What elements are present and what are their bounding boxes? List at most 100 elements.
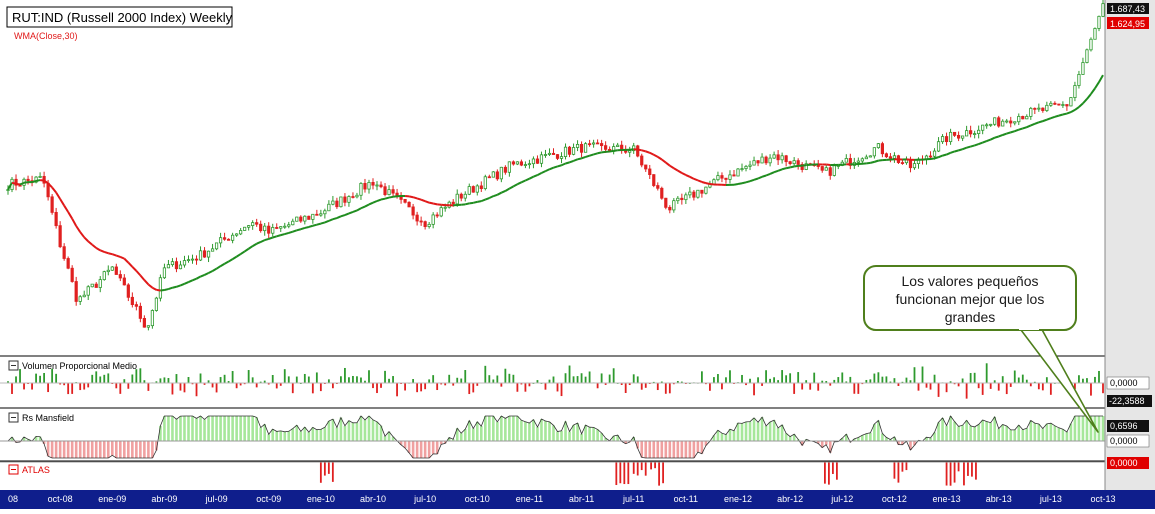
atlas-bar <box>963 462 965 485</box>
wma-segment <box>782 168 786 169</box>
candle-body <box>227 239 229 240</box>
volume-bar <box>232 371 234 383</box>
candle-body <box>408 202 410 207</box>
volume-bar <box>252 377 254 383</box>
candle-body <box>332 201 334 204</box>
wma-segment <box>549 168 553 170</box>
candle-body <box>135 305 137 307</box>
wma-segment <box>365 204 369 206</box>
wma-segment <box>674 168 678 170</box>
volume-bar <box>1002 376 1004 383</box>
volume-bar <box>946 383 948 392</box>
candle-body <box>183 261 185 265</box>
candle-body <box>717 176 719 180</box>
mansfield-tag-zero: 0,0000 <box>1110 436 1138 446</box>
volume-bar <box>256 383 258 387</box>
volume-bar <box>589 371 591 383</box>
candle-body <box>452 202 454 204</box>
wma-segment <box>180 284 184 286</box>
wma-segment <box>132 267 136 271</box>
volume-bar <box>180 383 182 391</box>
candle-body <box>592 143 594 144</box>
volume-bar <box>516 383 518 392</box>
volume-bar <box>412 379 414 383</box>
volume-bar <box>43 373 45 383</box>
volume-bar <box>119 383 121 394</box>
volume-bar <box>797 372 799 383</box>
wma-segment <box>529 177 533 179</box>
volume-bar <box>91 375 93 383</box>
wma-segment <box>277 235 281 236</box>
wma-segment <box>766 174 770 176</box>
candle-body <box>556 155 558 159</box>
volume-bar <box>569 366 571 383</box>
wma-segment <box>501 191 505 193</box>
volume-bar <box>220 377 222 383</box>
candle-body <box>316 214 318 215</box>
wma-segment <box>465 203 469 204</box>
wma-segment <box>433 203 437 204</box>
candle-body <box>568 147 570 154</box>
candle-body <box>99 280 101 288</box>
candle-body <box>973 134 975 135</box>
volume-bar <box>35 374 37 383</box>
wma-segment <box>1083 99 1087 103</box>
x-tick-label: abr-12 <box>777 494 803 504</box>
volume-bar <box>657 383 659 390</box>
wma-segment <box>16 184 20 185</box>
wma-segment <box>1051 117 1055 118</box>
volume-bar <box>11 383 13 394</box>
volume-bar <box>1102 383 1104 393</box>
wma-segment <box>670 166 674 169</box>
candle-body <box>528 164 530 165</box>
atlas-bar <box>950 462 952 486</box>
candle-body <box>833 166 835 176</box>
candle-body <box>749 165 751 166</box>
volume-bar <box>914 367 916 383</box>
candle-body <box>284 226 286 227</box>
volume-bar <box>392 376 394 383</box>
wma-segment <box>590 154 594 155</box>
wma-segment <box>12 183 16 184</box>
wma-segment <box>987 140 991 141</box>
candle-body <box>653 175 655 186</box>
x-tick-label: oct-11 <box>674 494 698 504</box>
wma-segment <box>156 290 160 291</box>
volume-bar <box>176 374 178 383</box>
candle-body <box>873 148 875 156</box>
candle-body <box>71 268 73 281</box>
wma-segment <box>1043 120 1047 121</box>
x-tick-label: abr-10 <box>360 494 386 504</box>
volume-bar <box>853 383 855 394</box>
volume-bar <box>432 375 434 383</box>
wma-label: WMA(Close,30) <box>14 31 78 41</box>
x-tick-label: ene-12 <box>724 494 752 504</box>
volume-bars-group <box>7 363 1104 398</box>
atlas-bar <box>898 462 900 483</box>
wma-segment <box>144 280 148 284</box>
x-tick-label: ene-13 <box>933 494 961 504</box>
candle-body <box>701 190 703 193</box>
wma-segment <box>1031 124 1035 126</box>
candle-body <box>657 186 659 189</box>
candle-body <box>127 285 129 297</box>
wma-segment <box>967 147 971 148</box>
volume-bar <box>713 377 715 383</box>
volume-bar <box>216 383 218 392</box>
x-tick-label: jul-10 <box>413 494 436 504</box>
candle-body <box>203 251 205 257</box>
candle-body <box>1046 105 1048 110</box>
atlas-bar <box>894 462 896 479</box>
wma-segment <box>594 153 598 154</box>
candle-body <box>689 192 691 195</box>
candle-body <box>516 162 518 164</box>
wma-segment <box>1015 130 1019 131</box>
volume-bar <box>500 383 502 387</box>
volume-bar <box>881 377 883 383</box>
atlas-bar <box>320 462 322 483</box>
candle-body <box>368 182 370 189</box>
candle-body <box>276 227 278 228</box>
volume-bar <box>769 379 771 383</box>
volume-bar <box>372 383 374 388</box>
wma-segment <box>706 183 710 184</box>
